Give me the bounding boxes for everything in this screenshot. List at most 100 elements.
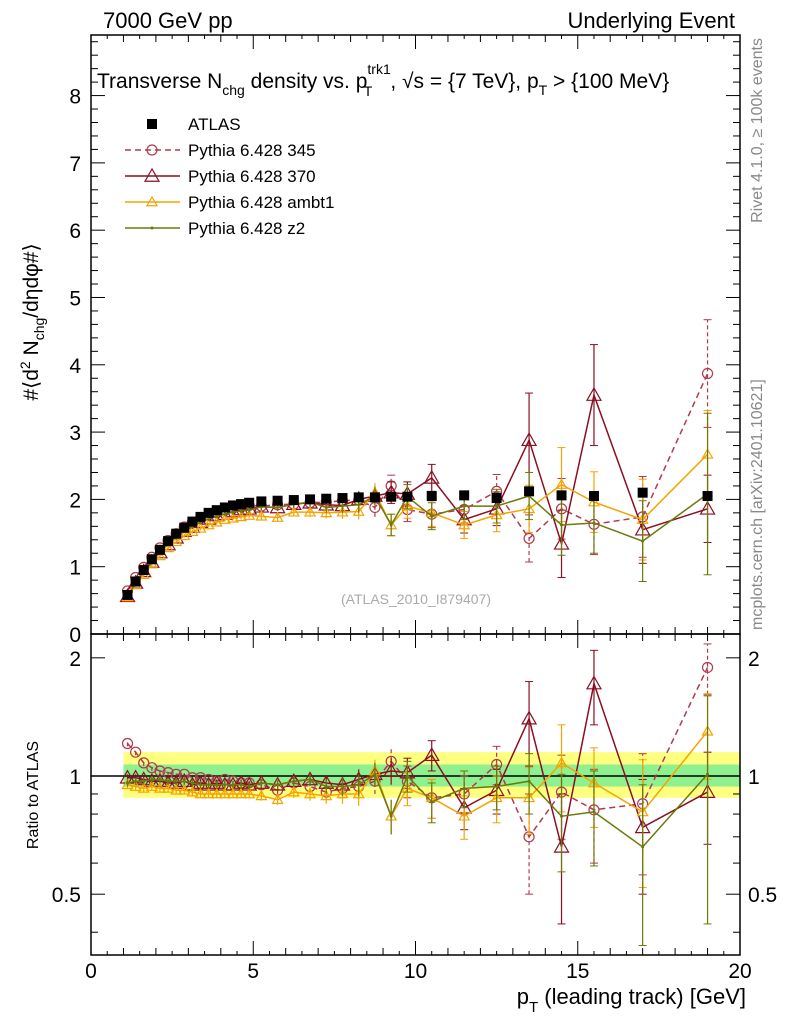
ratio-point (308, 777, 312, 781)
atlas-point (130, 576, 141, 587)
series-345 (121, 319, 714, 597)
legend-marker (146, 144, 158, 156)
legend-marker (147, 119, 157, 129)
ratio-point (495, 785, 499, 789)
atlas-point (459, 490, 470, 501)
ratio-point (555, 756, 568, 768)
legend-marker (150, 226, 154, 230)
legend: ATLAS Pythia 6.428 345 Pythia 6.428 370 Pyt… (125, 115, 334, 238)
ratio-panel (90, 633, 741, 956)
legend-item: Pythia 6.428 z2 (125, 219, 305, 238)
y-tick-label: 1 (69, 557, 81, 580)
x-tick-label: 20 (728, 960, 751, 983)
atlas-point (491, 493, 502, 504)
atlas-point (122, 589, 133, 600)
data-point (423, 469, 440, 484)
atlas-point (203, 507, 214, 518)
ratio-point (199, 783, 203, 787)
data-point (495, 504, 499, 508)
x-tick-label: 10 (404, 960, 427, 983)
data-point (555, 478, 568, 489)
ratio-point (389, 814, 393, 818)
atlas-point (353, 492, 364, 503)
ratio-point (340, 785, 344, 789)
series-370 (119, 344, 716, 603)
ratio-point (324, 785, 328, 789)
data-point (223, 512, 227, 516)
data-point (215, 514, 219, 518)
ratio-point (210, 787, 223, 799)
atlas-point (426, 491, 437, 502)
title-sub3: T (539, 82, 548, 98)
legend-item: Pythia 6.428 345 (125, 141, 316, 160)
atlas-point (337, 493, 348, 504)
data-point (340, 504, 344, 508)
ratio-point (218, 787, 231, 799)
ratio-point (239, 783, 243, 787)
data-point (235, 510, 248, 522)
atlas-point (219, 502, 230, 513)
ratio-tick-label-right: 1 (748, 766, 760, 789)
atlas-point (187, 516, 198, 527)
title-part4: > {100 MeV} (547, 70, 669, 93)
ratio-point (134, 779, 138, 783)
legend-marker (143, 167, 161, 182)
data-point (401, 499, 414, 511)
ratio-point (320, 789, 333, 801)
ratio-point (521, 710, 538, 725)
ratio-point (129, 780, 142, 791)
ratio-point (231, 783, 235, 787)
ratio-point (304, 787, 317, 799)
data-point (255, 510, 268, 521)
atlas-point (244, 497, 255, 508)
atlas-point (236, 499, 247, 510)
legend-marker (145, 195, 159, 207)
ratio-point (202, 787, 215, 799)
atlas-point (256, 496, 267, 507)
ratio-series-z2 (126, 695, 712, 947)
data-point (202, 518, 215, 530)
ratio-point (336, 787, 349, 799)
y-tick-label: 5 (69, 287, 81, 310)
ratio-point (138, 757, 150, 769)
series-line-370 (126, 392, 708, 597)
ratio-point (271, 793, 284, 805)
atlas-point (227, 500, 238, 511)
x-tick-label: 0 (85, 960, 97, 983)
title-part1: Transverse N (97, 70, 222, 93)
atlas-point (272, 495, 283, 506)
data-point (430, 514, 434, 518)
rivet-label: Rivet 4.1.0, ≥ 100k events (749, 38, 766, 223)
ratio-point (235, 787, 248, 799)
ratio-point (253, 774, 270, 789)
ratio-point (178, 784, 191, 795)
data-point (641, 539, 645, 543)
legend-label: ATLAS (188, 115, 241, 134)
atlas-point (386, 491, 397, 502)
legend-label: Pythia 6.428 370 (188, 167, 316, 186)
series-line-345 (126, 373, 709, 592)
y-tick-label: 6 (69, 220, 81, 243)
y-tick-label: 2 (69, 489, 81, 512)
ratio-point (527, 779, 531, 783)
data-point (352, 505, 365, 516)
ratio-point (259, 781, 263, 785)
ratio-point (170, 784, 183, 795)
y-tick-label: 0 (69, 624, 81, 647)
data-point (560, 523, 564, 527)
data-point (210, 516, 223, 527)
title-sup2: trk1 (367, 61, 391, 77)
ratio-tick-label: 2 (69, 648, 81, 671)
y-tick-label: 8 (69, 86, 81, 109)
ratio-point (166, 779, 170, 783)
legend-item: Pythia 6.428 ambt1 (125, 193, 334, 212)
data-point (701, 367, 714, 380)
header-right: Underlying Event (567, 8, 735, 33)
legend-item: Pythia 6.428 370 (125, 167, 316, 186)
ratio-point (223, 783, 227, 787)
title-part3: , √s = {7 TeV}, p (390, 70, 538, 93)
ratio-point (352, 787, 365, 799)
ratio-point (706, 772, 710, 776)
ratio-point (430, 800, 434, 804)
atlas-point (637, 487, 648, 498)
